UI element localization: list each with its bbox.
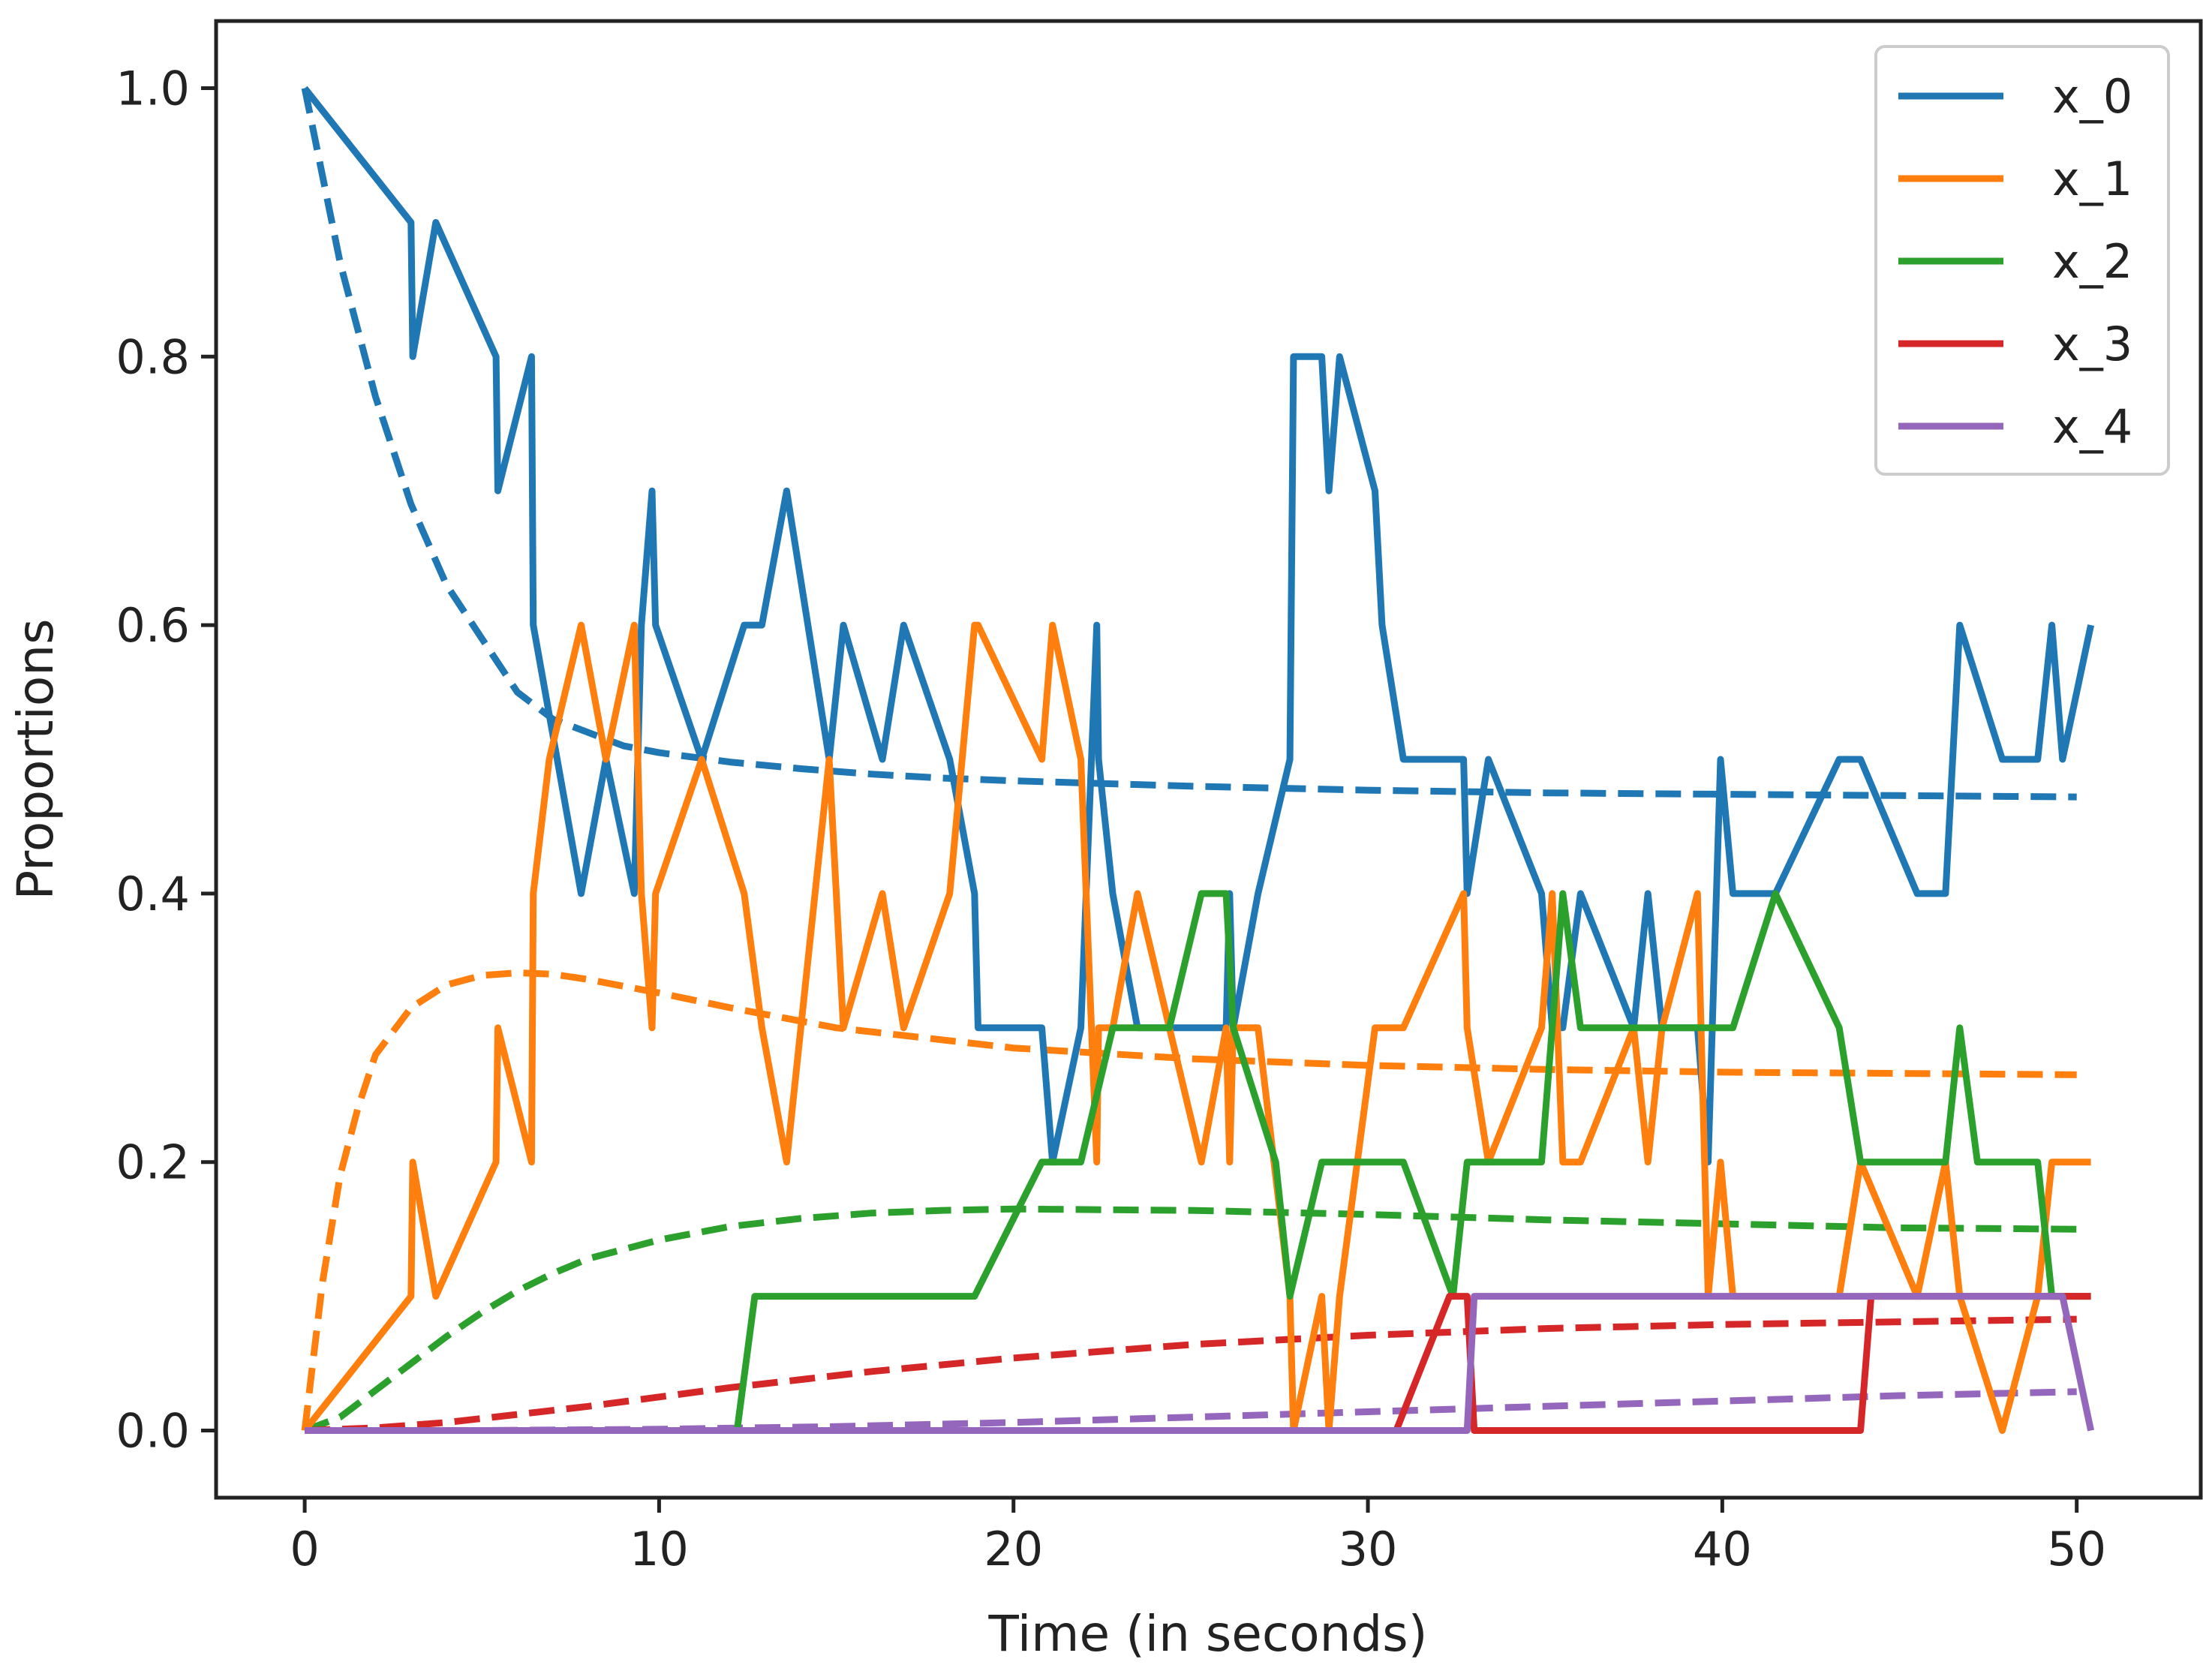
x-tick-label: 30 — [1339, 1522, 1398, 1576]
y-tick-label: 0.6 — [116, 598, 190, 653]
legend-label-x-2: x_2 — [2052, 234, 2132, 289]
y-tick-label: 0.4 — [116, 867, 190, 921]
legend-label-x-0: x_0 — [2052, 69, 2132, 124]
series-9-dashed-line — [305, 1388, 2077, 1434]
x-1-line — [302, 621, 2091, 1434]
legend-label-x-4: x_4 — [2052, 399, 2132, 454]
legend-label-x-3: x_3 — [2052, 317, 2132, 371]
plot-frame — [214, 19, 2203, 1500]
y-tick-label: 0.8 — [116, 329, 190, 384]
x-tick-label: 50 — [2047, 1522, 2106, 1576]
series-8-dashed-line — [304, 1315, 2077, 1434]
ticks-layer: 0 10 20 30 40 50 0.0 0.2 0.4 0.6 0.8 1.0 — [116, 61, 2106, 1576]
legend-box — [1874, 45, 2170, 476]
series-5-dashed-line — [301, 87, 2077, 801]
x-tick-label: 40 — [1693, 1522, 1752, 1576]
y-tick-label: 0.0 — [116, 1404, 190, 1459]
series-layer — [301, 86, 2095, 1434]
x-4-line — [305, 1293, 2095, 1434]
legend: x_0 x_1 x_2 x_3 x_4 — [1874, 45, 2170, 476]
x-axis-title: Time (in seconds) — [988, 1605, 1428, 1663]
x-tick-label: 10 — [630, 1522, 689, 1576]
legend-label-x-1: x_1 — [2052, 152, 2132, 206]
y-tick-label: 0.2 — [116, 1135, 190, 1190]
y-tick-label: 1.0 — [116, 61, 190, 116]
series-6-dashed-line — [301, 969, 2077, 1432]
x-2-line — [305, 890, 2091, 1434]
y-axis-title: Proportions — [7, 619, 65, 900]
x-tick-label: 0 — [290, 1522, 319, 1576]
x-0-line — [302, 86, 2095, 1166]
x-tick-label: 20 — [984, 1522, 1043, 1576]
